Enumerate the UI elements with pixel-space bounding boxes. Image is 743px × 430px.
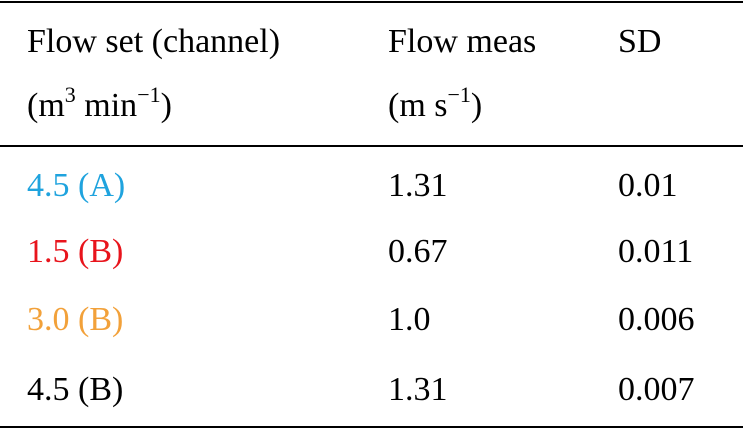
table-cell: 1.5 (B)	[27, 233, 124, 270]
bottom-rule	[0, 426, 743, 428]
unit-text: )	[160, 87, 172, 124]
table-cell: 1.31	[388, 371, 448, 408]
unit-exponent: −1	[137, 82, 161, 107]
unit-text: (m	[27, 87, 65, 124]
table-cell: 4.5 (B)	[27, 371, 124, 408]
unit-cell: (m s−1)	[388, 84, 483, 126]
unit-exponent: 3	[64, 82, 76, 107]
table-cell: 0.01	[618, 167, 678, 204]
unit-text: )	[470, 87, 483, 124]
unit-text: min	[75, 87, 138, 124]
table-cell: 1.31	[388, 167, 448, 204]
table-cell: 0.006	[618, 301, 695, 338]
table-cell: 3.0 (B)	[27, 301, 124, 338]
unit-text: (m s	[388, 87, 448, 124]
header-cell: Flow set (channel)	[27, 23, 281, 60]
table-cell: 0.007	[618, 371, 695, 408]
unit-cell: (m3 min−1)	[27, 84, 172, 126]
table-cell: 0.67	[388, 233, 448, 270]
table-cell: 4.5 (A)	[27, 167, 126, 204]
mid-rule	[0, 145, 743, 147]
top-rule	[0, 1, 743, 3]
unit-exponent: −1	[447, 82, 471, 107]
header-cell: SD	[618, 23, 662, 60]
header-cell: Flow meas	[388, 23, 537, 60]
table-cell: 0.011	[618, 233, 694, 270]
table-cell: 1.0	[388, 301, 431, 338]
